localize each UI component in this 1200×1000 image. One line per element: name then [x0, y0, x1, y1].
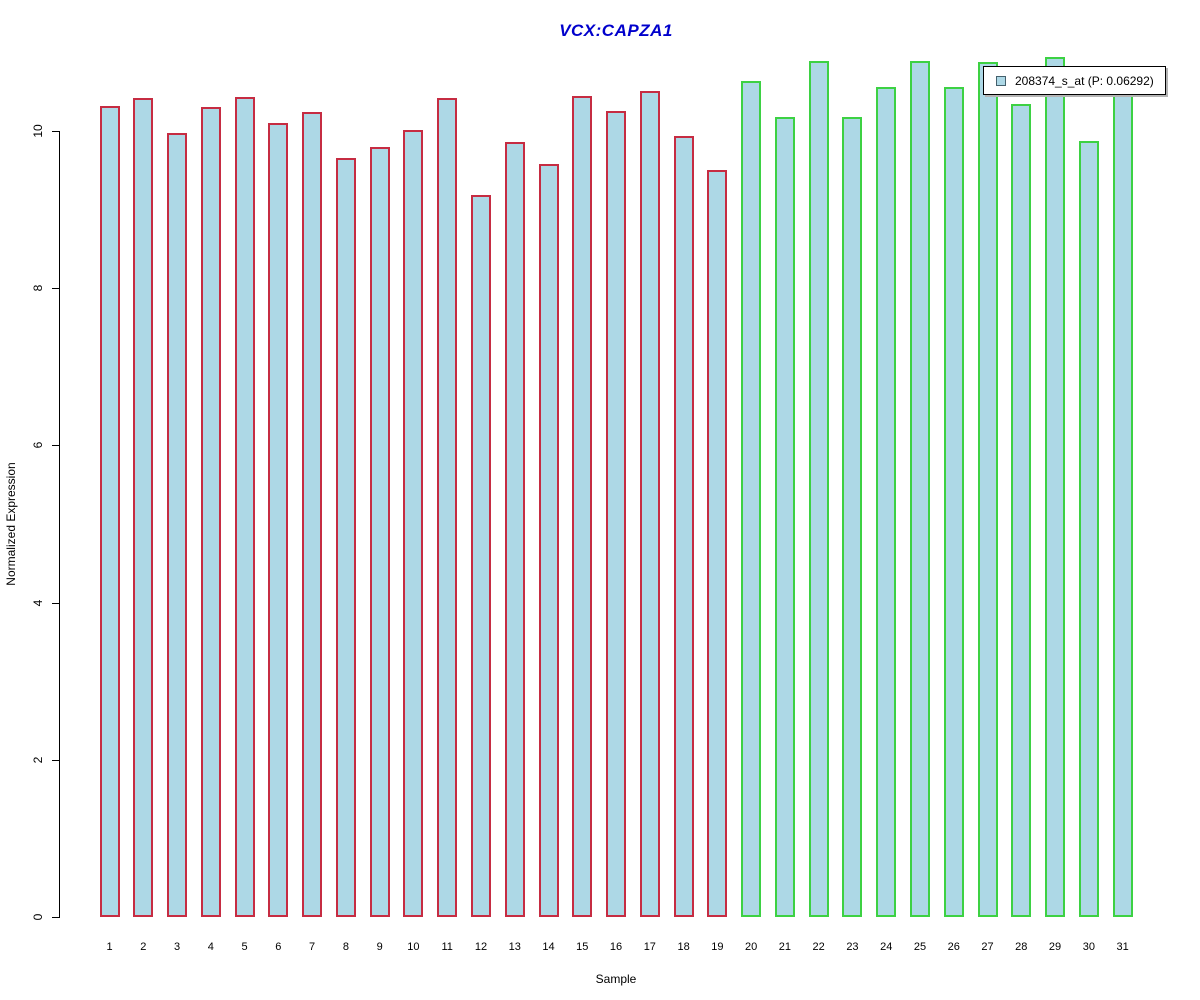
x-tick-label-7: 7: [309, 941, 316, 953]
x-tick-label-17: 17: [643, 941, 656, 953]
x-tick-label-13: 13: [508, 941, 521, 953]
bar-sample-25: [910, 61, 930, 917]
legend-label: 208374_s_at (P: 0.06292): [1015, 73, 1154, 88]
bar-sample-31: [1113, 84, 1133, 917]
legend: 208374_s_at (P: 0.06292): [983, 66, 1166, 95]
x-tick-label-8: 8: [342, 941, 349, 953]
y-tick-label: 8: [31, 284, 45, 292]
bar-sample-4: [201, 107, 221, 917]
bar-sample-29: [1045, 57, 1065, 917]
bar-sample-20: [741, 81, 761, 917]
chart-title: VCX:CAPZA1: [559, 21, 673, 40]
x-tick-label-18: 18: [677, 941, 690, 953]
x-tick-label-25: 25: [913, 941, 927, 953]
y-tick-mark: [52, 602, 59, 604]
x-tick-label-28: 28: [1015, 941, 1028, 953]
bar-sample-28: [1011, 104, 1031, 917]
bar-sample-22: [809, 61, 829, 917]
bar-sample-7: [302, 112, 322, 917]
bar-sample-21: [775, 117, 795, 917]
bar-sample-27: [978, 62, 998, 917]
bar-sample-2: [133, 98, 153, 917]
y-tick-label: 0: [31, 913, 45, 921]
y-tick-mark: [52, 445, 59, 447]
x-tick-label-24: 24: [880, 941, 893, 953]
bar-sample-17: [640, 91, 660, 917]
x-tick-label-3: 3: [173, 941, 181, 953]
bar-sample-8: [336, 158, 356, 917]
x-tick-label-2: 2: [140, 941, 147, 953]
y-tick-mark: [52, 288, 59, 290]
x-tick-label-20: 20: [745, 941, 758, 953]
x-tick-label-11: 11: [441, 941, 453, 953]
x-tick-label-5: 5: [241, 941, 248, 953]
bar-sample-5: [235, 97, 255, 917]
bar-sample-11: [437, 98, 457, 917]
bar-sample-30: [1079, 141, 1099, 917]
bar-sample-19: [707, 170, 727, 917]
bar-sample-14: [539, 164, 559, 917]
y-tick-mark: [52, 917, 59, 918]
x-tick-label-31: 31: [1116, 941, 1129, 953]
y-tick-mark: [52, 131, 59, 132]
bar-sample-16: [606, 111, 626, 917]
x-tick-label-16: 16: [609, 941, 623, 953]
x-tick-label-30: 30: [1082, 941, 1095, 953]
legend-key-swatch: [996, 75, 1006, 86]
bar-sample-3: [167, 133, 187, 917]
bar-sample-10: [403, 130, 423, 917]
x-tick-label-21: 21: [778, 941, 792, 953]
bar-sample-15: [572, 96, 592, 917]
x-tick-label-15: 15: [576, 941, 589, 953]
x-tick-label-29: 29: [1048, 941, 1062, 953]
bar-sample-23: [842, 117, 862, 917]
bar-sample-1: [100, 106, 120, 917]
y-tick-label: 4: [31, 599, 45, 606]
x-tick-label-27: 27: [981, 941, 994, 953]
x-tick-label-26: 26: [947, 941, 960, 953]
x-tick-label-1: 1: [106, 941, 113, 953]
bar-sample-6: [268, 123, 288, 917]
bar-sample-12: [471, 195, 491, 917]
y-axis-label: Normalized Expression: [4, 462, 18, 586]
x-tick-label-19: 19: [711, 941, 724, 953]
x-axis-label: Sample: [595, 972, 637, 986]
bar-sample-18: [674, 136, 694, 917]
bar-sample-26: [944, 87, 964, 917]
x-tick-label-6: 6: [275, 941, 282, 953]
y-tick-label: 10: [31, 124, 45, 138]
bar-sample-24: [876, 87, 896, 917]
x-tick-label-12: 12: [474, 941, 488, 953]
y-axis-line: [59, 131, 60, 918]
x-tick-label-9: 9: [376, 941, 383, 953]
x-tick-label-4: 4: [207, 941, 214, 953]
x-tick-label-23: 23: [846, 941, 859, 953]
y-tick-label: 6: [31, 442, 45, 449]
bar-sample-13: [505, 142, 525, 917]
y-tick-mark: [52, 759, 59, 761]
x-tick-label-10: 10: [407, 941, 420, 953]
bar-sample-9: [370, 147, 390, 917]
y-tick-label: 2: [31, 756, 45, 764]
x-tick-label-14: 14: [542, 941, 555, 953]
x-tick-label-22: 22: [812, 941, 825, 953]
